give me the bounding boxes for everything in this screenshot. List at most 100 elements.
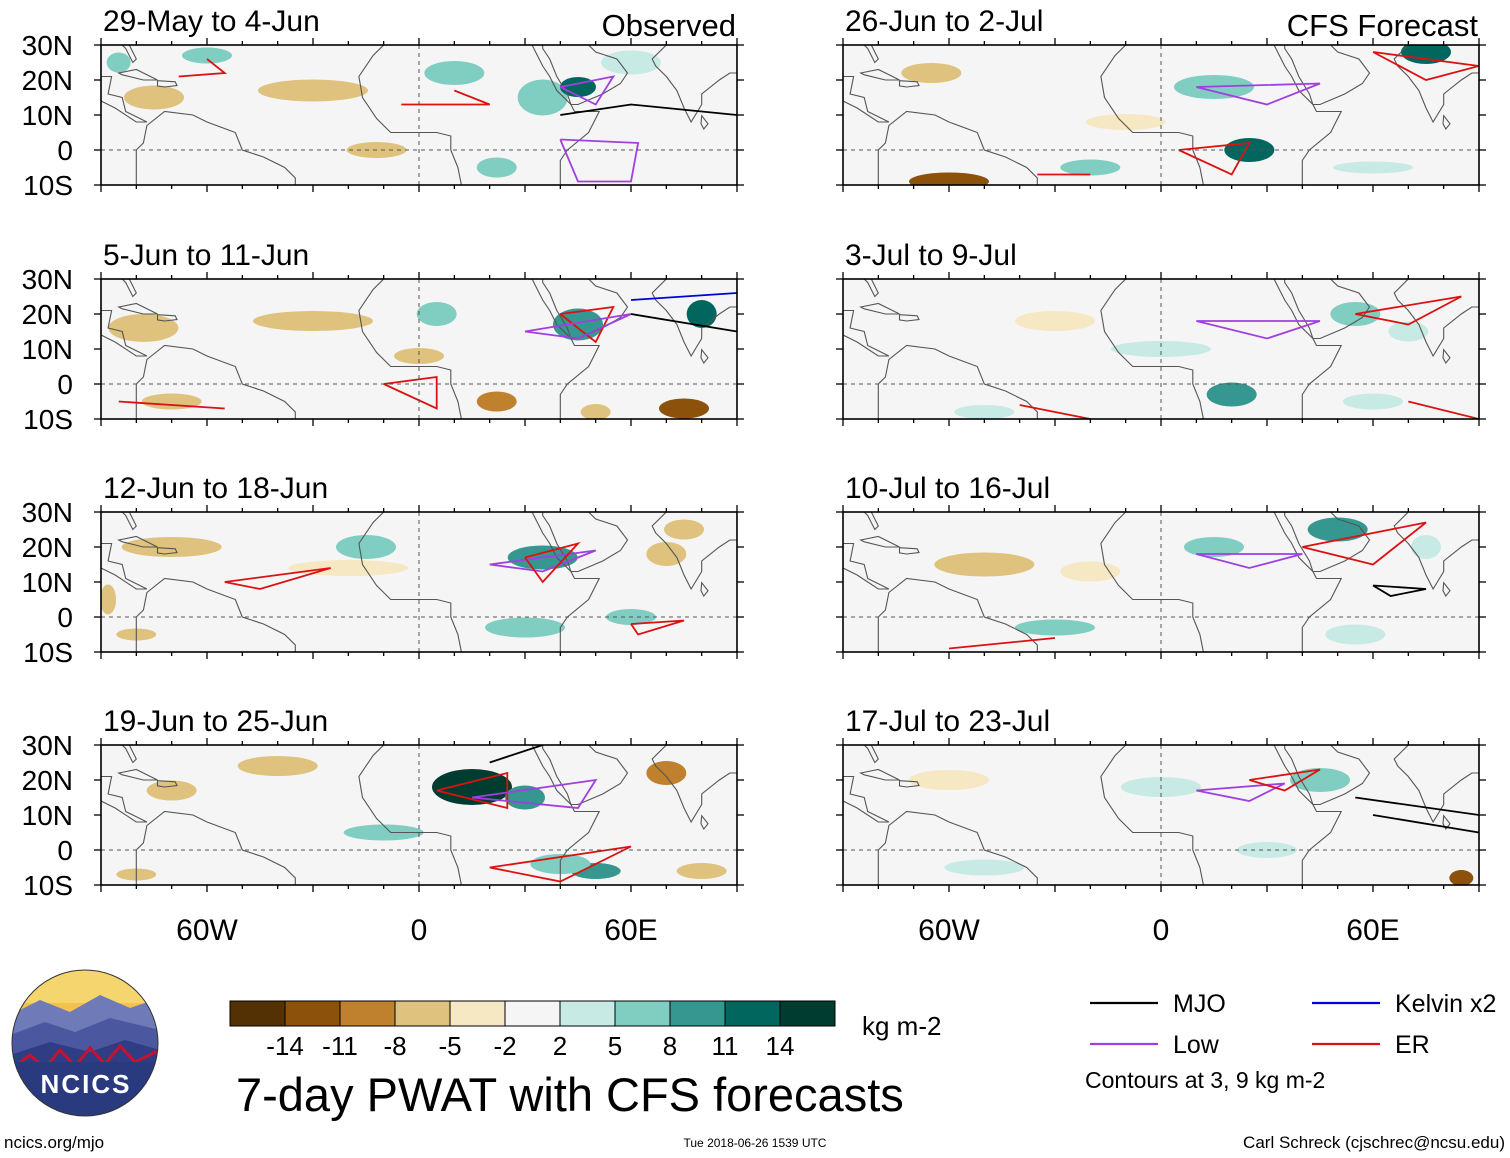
panel: 5-Jun to 11-Jun 30N 20N 10N 0 10S (22, 239, 744, 435)
lat-tick-label: 10S (23, 170, 73, 201)
footer-credit: Carl Schreck (cjschrec@ncsu.edu) (1243, 1133, 1505, 1152)
wave-contour (630, 292, 737, 301)
coastline (1393, 45, 1479, 124)
colorbar-tick-label: 8 (663, 1031, 677, 1061)
colorbar-swatch (229, 1000, 286, 1027)
coastline (700, 114, 709, 130)
anomaly-field (101, 45, 737, 185)
panel-period-title: 19-Jun to 25-Jun (103, 705, 328, 738)
footer-url: ncics.org/mjo (4, 1133, 104, 1152)
coastline (1442, 814, 1451, 830)
panel-background (101, 512, 737, 652)
lon-tick-label: 60E (1346, 914, 1399, 947)
wave-contour (948, 637, 1056, 650)
cfs-forecast-label: CFS Forecast (1287, 8, 1479, 43)
colorbar-swatch (779, 1000, 836, 1027)
lat-tick-label: 0 (57, 835, 73, 866)
coastline (121, 745, 137, 764)
colorbar-tick-label: 14 (766, 1031, 795, 1061)
colorbar-swatch (669, 1000, 726, 1027)
wave-contour (1178, 141, 1251, 176)
wave-contour (1372, 51, 1479, 81)
colorbar-tick-label: -14 (266, 1031, 304, 1061)
lat-tick-label: 10N (22, 567, 73, 598)
coastline (101, 75, 148, 123)
coastline (1442, 581, 1451, 597)
lat-tick-label: 30N (22, 730, 73, 761)
coastline (573, 884, 576, 885)
lat-tick-label: 20N (22, 299, 73, 330)
coastline (651, 745, 737, 824)
coastline (117, 535, 158, 548)
coastline (1393, 279, 1479, 358)
coastline (859, 302, 900, 315)
wave-contour (401, 89, 491, 106)
coastline (1284, 279, 1371, 340)
coastline (700, 814, 709, 830)
coastline (101, 542, 148, 590)
coastline (135, 577, 296, 652)
coastline (117, 768, 158, 781)
panel: 3-Jul to 9-Jul (836, 239, 1486, 426)
wave-contour (560, 103, 737, 116)
coastline (863, 745, 879, 764)
coastline (156, 547, 178, 555)
coastline (898, 314, 920, 322)
coastline (156, 780, 178, 788)
coastline (1315, 651, 1318, 652)
wave-contour (489, 549, 597, 573)
colorbar-swatch (449, 1000, 506, 1027)
coastline (542, 45, 629, 106)
coastline (542, 512, 629, 573)
wave-contour (524, 541, 581, 584)
wave-contour (383, 375, 438, 410)
coastline (843, 542, 890, 590)
anomaly-field (101, 279, 737, 419)
colorbar-swatch (614, 1000, 671, 1027)
colorbar-swatch (339, 1000, 396, 1027)
lat-tick-label: 20N (22, 65, 73, 96)
coastline (863, 279, 879, 298)
wave-contour (1302, 521, 1427, 566)
coastline (121, 512, 137, 531)
panel: 17-Jul to 23-Jul (836, 705, 1486, 892)
coastline (859, 535, 900, 548)
coastline (700, 348, 709, 364)
colorbar-swatch (559, 1000, 616, 1027)
coastline (121, 45, 137, 64)
coastline (843, 775, 890, 823)
lon-tick-label: 60W (918, 914, 980, 947)
colorbar-swatch (724, 1000, 781, 1027)
coastline (135, 344, 296, 419)
coastline (898, 780, 920, 788)
wave-contour (630, 313, 737, 333)
wave-contour (436, 771, 509, 810)
coastline (1284, 512, 1371, 573)
coastline (1284, 45, 1371, 106)
wave-contour (1372, 814, 1479, 834)
colorbar-tick-label: 5 (608, 1031, 622, 1061)
wave-contour (1196, 320, 1321, 340)
coastline (135, 810, 296, 885)
coastline (863, 45, 879, 64)
colorbar-swatch (504, 1000, 561, 1027)
colorbar-tick-label: -8 (383, 1031, 406, 1061)
panel-period-title: 3-Jul to 9-Jul (845, 239, 1017, 272)
coastline (859, 68, 900, 81)
lat-tick-label: 10N (22, 800, 73, 831)
coastline (542, 745, 629, 806)
coastline (1315, 884, 1318, 885)
lat-tick-label: 0 (57, 369, 73, 400)
lat-tick-label: 0 (57, 602, 73, 633)
panel-period-title: 29-May to 4-Jun (103, 5, 320, 38)
coastline (156, 80, 178, 88)
colorbar-tick-label: 2 (553, 1031, 567, 1061)
lon-tick-label: 60E (604, 914, 657, 947)
longitude-labels: 60W 0 60E 60W 0 60E (176, 914, 1400, 947)
lon-tick-label: 0 (411, 914, 428, 947)
panel: 12-Jun to 18-Jun 30N 20N 10N 0 10S (22, 472, 744, 668)
wave-contour (1019, 404, 1091, 419)
coastline (1442, 114, 1451, 130)
coastline (121, 279, 137, 298)
